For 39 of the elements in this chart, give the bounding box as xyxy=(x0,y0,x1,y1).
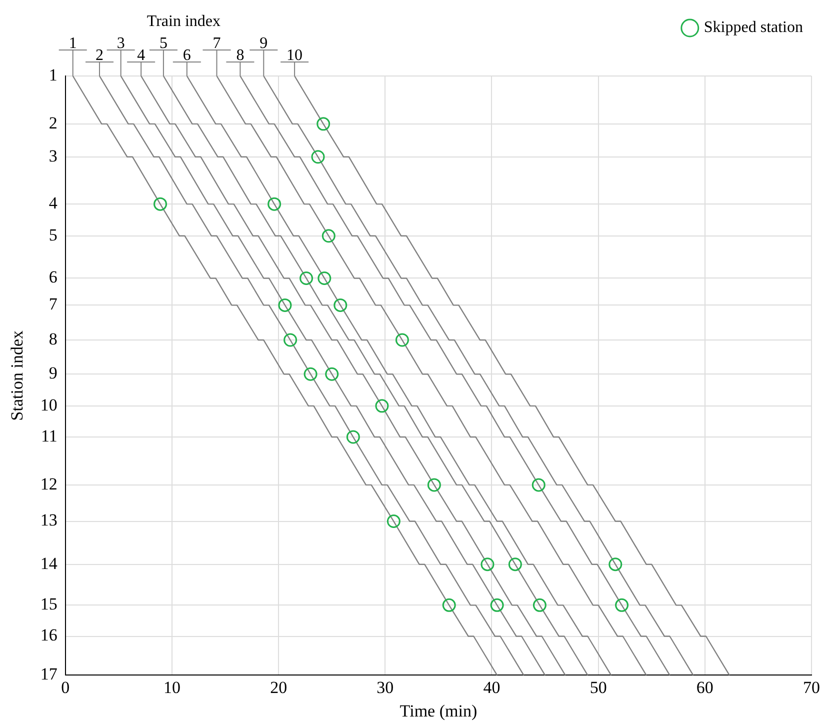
annotation: 10 xyxy=(286,47,303,64)
x-tick-label: 20 xyxy=(270,678,288,697)
y-tick-label: 11 xyxy=(41,426,58,446)
y-tick-label: 6 xyxy=(48,268,58,287)
annotation: 4 xyxy=(137,47,146,64)
annotation: 3 xyxy=(116,35,125,52)
x-tick-label: 30 xyxy=(376,678,394,697)
y-tick-label: 5 xyxy=(48,225,58,244)
annotation: 6 xyxy=(182,47,191,64)
y-tick-label: 4 xyxy=(48,194,58,213)
x-tick-label: 60 xyxy=(696,678,714,697)
y-tick-label: 1 xyxy=(48,65,58,84)
y-tick-label: 7 xyxy=(48,294,58,314)
x-tick-label: 10 xyxy=(163,678,180,697)
y-tick-label: 8 xyxy=(48,329,58,348)
y-tick-label: 14 xyxy=(40,554,58,573)
annotation: 7 xyxy=(212,35,221,52)
legend-label: Skipped station xyxy=(704,19,803,36)
annotation: 9 xyxy=(260,35,268,52)
x-tick-label: 40 xyxy=(483,678,500,697)
annotation: 2 xyxy=(96,47,104,64)
y-tick-label: 9 xyxy=(48,364,58,383)
x-tick-label: 70 xyxy=(803,678,820,697)
annotation: 1 xyxy=(68,35,77,52)
y-tick-label: 13 xyxy=(40,510,58,530)
y-tick-label: 12 xyxy=(40,474,58,494)
y-tick-label: 10 xyxy=(40,395,58,414)
y-tick-label: 3 xyxy=(48,146,58,166)
x-axis-title: Time (min) xyxy=(400,701,478,720)
annotation: 8 xyxy=(236,47,244,64)
x-tick-label: 0 xyxy=(61,678,70,697)
y-axis-title: Station index xyxy=(8,330,27,421)
y-tick-label: 16 xyxy=(40,626,58,645)
text: Train index xyxy=(146,13,221,30)
y-tick-label: 15 xyxy=(40,594,58,614)
y-tick-label: 2 xyxy=(48,113,58,132)
x-tick-label: 50 xyxy=(590,678,607,697)
y-tick-label: 17 xyxy=(40,664,58,684)
annotation: 5 xyxy=(159,35,168,52)
